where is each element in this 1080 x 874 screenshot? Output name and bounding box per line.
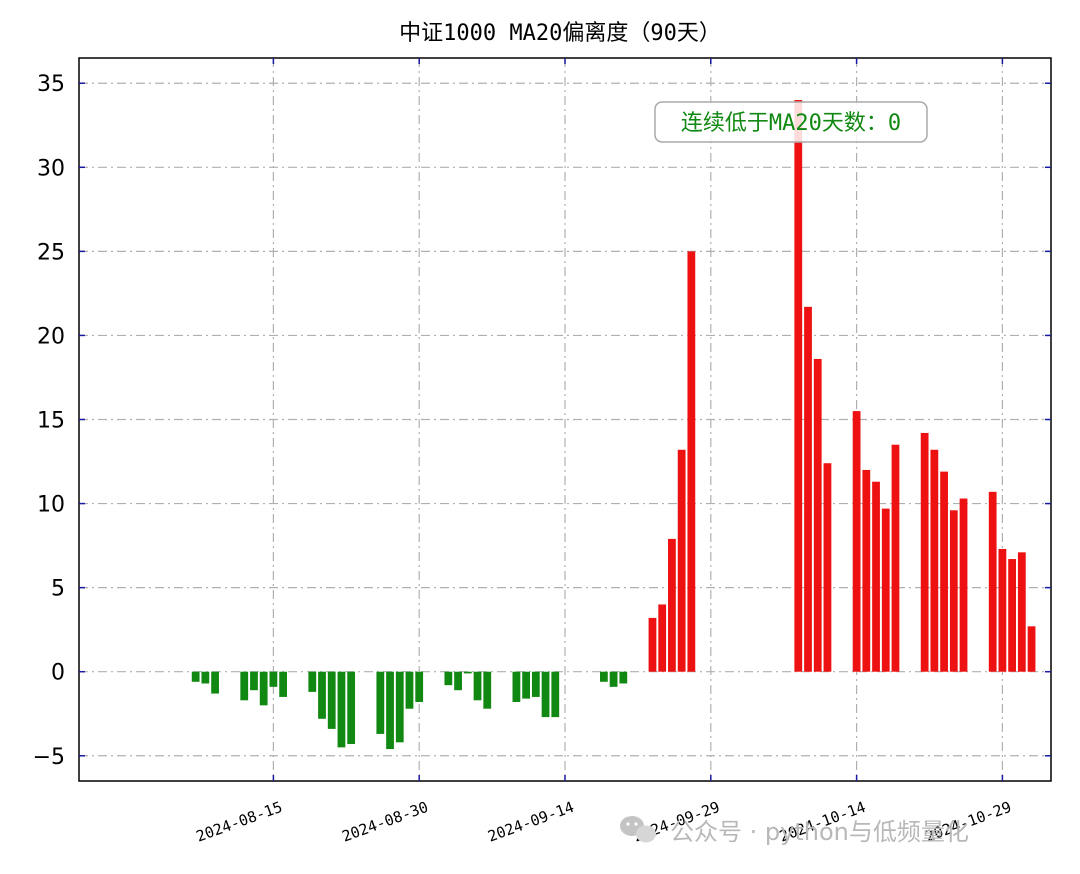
bar-negative bbox=[259, 671, 268, 706]
bar-negative bbox=[454, 671, 462, 691]
bar-positive bbox=[823, 463, 832, 672]
bar-positive bbox=[648, 617, 657, 672]
y-tick-label: 10 bbox=[37, 493, 65, 518]
x-tick-label: 2024-09-14 bbox=[485, 798, 576, 846]
bar-negative bbox=[473, 671, 482, 701]
y-tick-label: 20 bbox=[37, 324, 65, 349]
y-tick-label: 5 bbox=[51, 577, 65, 602]
bar-negative bbox=[308, 671, 317, 692]
bar-positive bbox=[658, 604, 667, 672]
bar-negative bbox=[599, 671, 608, 682]
annotation-box: 连续低于MA20天数：0 bbox=[654, 101, 928, 143]
bar-positive bbox=[677, 449, 686, 672]
x-tick-label: 2024-08-15 bbox=[194, 798, 285, 846]
bar-positive bbox=[959, 498, 968, 672]
annotation-text: 连续低于MA20天数：0 bbox=[681, 111, 901, 136]
bar-negative bbox=[327, 671, 336, 729]
bar-negative bbox=[463, 671, 472, 674]
bar-negative bbox=[609, 671, 618, 687]
bar-positive bbox=[794, 100, 803, 672]
bar-negative bbox=[483, 671, 492, 709]
grid bbox=[79, 58, 1051, 781]
bar-negative bbox=[531, 671, 540, 697]
axis-ticks bbox=[79, 58, 1051, 781]
x-tick-label: 2024-08-30 bbox=[340, 798, 431, 846]
bar-positive bbox=[1027, 626, 1036, 672]
bar-positive bbox=[1017, 552, 1026, 672]
y-tick-labels: −5 0 5 10 15 20 25 30 35 bbox=[33, 72, 65, 770]
bar-positive bbox=[940, 471, 948, 672]
bar-negative bbox=[191, 671, 200, 682]
bar-negative bbox=[522, 671, 531, 699]
bars bbox=[191, 100, 1036, 750]
bar-negative bbox=[318, 671, 326, 719]
bar-positive bbox=[862, 469, 871, 672]
bar-negative bbox=[201, 671, 210, 684]
bar-negative bbox=[541, 671, 550, 718]
y-tick-label: −5 bbox=[33, 745, 65, 770]
y-tick-label: 30 bbox=[37, 156, 65, 181]
bar-positive bbox=[813, 358, 822, 672]
bar-negative bbox=[279, 671, 288, 697]
bar-positive bbox=[998, 548, 1007, 672]
bar-positive bbox=[668, 538, 676, 672]
bar-negative bbox=[376, 671, 385, 734]
bar-negative bbox=[250, 671, 258, 691]
bar-positive bbox=[930, 449, 939, 672]
bar-positive bbox=[852, 411, 861, 672]
chart-title: 中证1000 MA20偏离度（90天） bbox=[399, 21, 721, 46]
bar-negative bbox=[551, 671, 560, 718]
bar-positive bbox=[1008, 559, 1017, 672]
bar-positive bbox=[988, 491, 997, 672]
bar-negative bbox=[415, 671, 424, 702]
bar-negative bbox=[211, 671, 219, 694]
bar-positive bbox=[872, 481, 880, 672]
bar-positive bbox=[804, 306, 812, 672]
watermark: 公众号 · python与低频量化 bbox=[620, 816, 969, 846]
wechat-icon bbox=[620, 816, 656, 843]
y-tick-label: 25 bbox=[37, 240, 65, 265]
bar-negative bbox=[240, 671, 249, 701]
watermark-text: 公众号 · python与低频量化 bbox=[670, 818, 969, 846]
bar-negative bbox=[512, 671, 521, 702]
bar-negative bbox=[337, 671, 346, 748]
bar-negative bbox=[395, 671, 404, 743]
bar-negative bbox=[405, 671, 414, 709]
bar-positive bbox=[687, 251, 696, 672]
bar-positive bbox=[891, 444, 900, 672]
bar-negative bbox=[619, 671, 628, 684]
y-tick-label: 15 bbox=[37, 409, 65, 434]
bar-negative bbox=[386, 671, 394, 750]
bar-positive bbox=[881, 508, 890, 672]
y-tick-label: 35 bbox=[37, 72, 65, 97]
bar-positive bbox=[920, 432, 929, 672]
bar-negative bbox=[347, 671, 356, 745]
bar-negative bbox=[269, 671, 278, 687]
bar-negative bbox=[444, 671, 453, 686]
bar-positive bbox=[949, 510, 958, 672]
y-tick-label: 0 bbox=[51, 661, 65, 686]
